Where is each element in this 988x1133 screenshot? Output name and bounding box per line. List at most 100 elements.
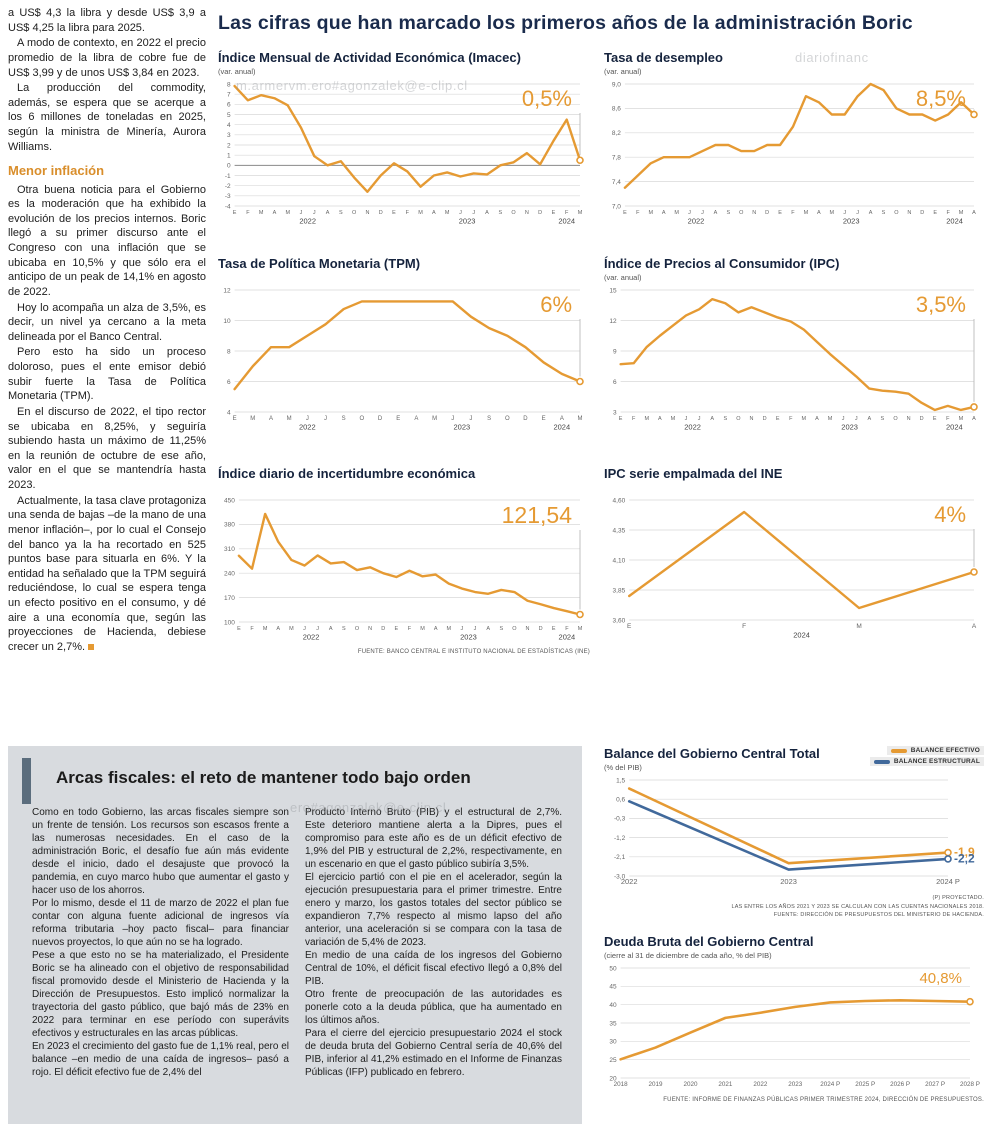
- svg-text:4: 4: [227, 410, 231, 417]
- svg-text:J: J: [701, 210, 704, 216]
- svg-text:F: F: [246, 210, 250, 216]
- svg-text:25: 25: [609, 1057, 617, 1064]
- svg-text:J: J: [316, 626, 319, 632]
- svg-text:A: A: [710, 416, 714, 422]
- svg-text:2028 P: 2028 P: [960, 1081, 980, 1088]
- balance-footnotes: (P) PROYECTADO. LAS ENTRE LOS AÑOS 2021 …: [604, 894, 984, 920]
- svg-text:M: M: [644, 416, 649, 422]
- svg-text:O: O: [736, 416, 741, 422]
- svg-text:2023: 2023: [780, 877, 797, 886]
- svg-text:A: A: [972, 416, 976, 422]
- chart-block-ipc: Índice de Precios al Consumidor (IPC) (v…: [604, 256, 984, 436]
- svg-text:E: E: [542, 416, 546, 422]
- chart-block-ipc-empalmada: IPC serie empalmada del INE 4,60 4,35 4,10…: [604, 466, 984, 644]
- svg-text:9,0: 9,0: [612, 82, 621, 89]
- svg-text:S: S: [499, 626, 503, 632]
- article-subheading: Menor inflación: [8, 163, 105, 179]
- svg-text:2: 2: [227, 143, 231, 150]
- svg-text:M: M: [959, 210, 964, 216]
- svg-text:-4: -4: [225, 204, 231, 211]
- article-paragraph: Pero esto ha sido un proceso doloroso, p…: [8, 346, 206, 403]
- chart-title: IPC serie empalmada del INE: [604, 466, 783, 481]
- svg-text:9: 9: [613, 349, 617, 356]
- tpm-line-chart: 12 10 8 6 4 E M A M J J S O D E A M J J S O D E A M 2022 2023 2024 6…: [218, 286, 590, 436]
- svg-text:A: A: [658, 416, 662, 422]
- svg-text:D: D: [920, 416, 924, 422]
- svg-text:2018: 2018: [614, 1081, 629, 1088]
- svg-text:6%: 6%: [540, 292, 572, 317]
- svg-text:J: J: [855, 416, 858, 422]
- fiscal-paragraph: El ejercicio partió con el pie en el ace…: [305, 872, 562, 948]
- deuda-source: FUENTE: INFORME DE FINANZAS PÚBLICAS PRI…: [663, 1097, 984, 1104]
- svg-text:6: 6: [227, 379, 231, 386]
- svg-text:2023: 2023: [460, 633, 477, 642]
- svg-text:O: O: [505, 416, 510, 422]
- svg-text:M: M: [648, 210, 653, 216]
- fiscal-paragraph: Por lo mismo, desde el 11 de marzo de 20…: [32, 898, 289, 948]
- svg-text:E: E: [394, 626, 398, 632]
- svg-text:40: 40: [609, 1002, 617, 1009]
- svg-text:N: N: [749, 416, 753, 422]
- svg-text:J: J: [842, 416, 845, 422]
- svg-text:J: J: [698, 416, 701, 422]
- svg-text:M: M: [250, 416, 255, 422]
- svg-text:F: F: [946, 210, 950, 216]
- svg-text:J: J: [843, 210, 846, 216]
- svg-text:J: J: [459, 210, 462, 216]
- svg-text:F: F: [565, 210, 569, 216]
- svg-text:M: M: [671, 416, 676, 422]
- svg-text:J: J: [306, 416, 309, 422]
- svg-text:A: A: [273, 210, 277, 216]
- svg-text:D: D: [539, 626, 543, 632]
- chart-block-incertidumbre: Índice diario de incertidumbre económica…: [218, 466, 590, 655]
- legend-item-estructural: BALANCE ESTRUCTURAL: [869, 757, 984, 766]
- svg-text:M: M: [578, 416, 583, 422]
- svg-text:S: S: [339, 210, 343, 216]
- svg-text:12: 12: [223, 288, 231, 295]
- svg-text:M: M: [285, 210, 290, 216]
- svg-text:D: D: [381, 626, 385, 632]
- svg-text:2022: 2022: [299, 423, 316, 432]
- heading-accent-bar: [22, 758, 31, 804]
- svg-text:100: 100: [224, 620, 235, 627]
- svg-text:380: 380: [224, 522, 235, 529]
- svg-text:50: 50: [609, 966, 617, 973]
- svg-text:2027 P: 2027 P: [925, 1081, 945, 1088]
- svg-text:F: F: [742, 623, 746, 630]
- article-paragraph: Actualmente, la tasa clave protagoniza u…: [8, 494, 206, 655]
- svg-text:M: M: [959, 416, 964, 422]
- svg-text:D: D: [765, 210, 769, 216]
- svg-text:3,60: 3,60: [613, 618, 626, 625]
- svg-text:-2: -2: [225, 183, 231, 190]
- svg-text:0,6: 0,6: [616, 797, 625, 804]
- svg-text:2022: 2022: [684, 423, 701, 432]
- chart-title: Índice diario de incertidumbre económica: [218, 466, 476, 481]
- svg-text:J: J: [474, 626, 477, 632]
- svg-text:E: E: [778, 210, 782, 216]
- legend-label: BALANCE EFECTIVO: [910, 747, 980, 754]
- svg-text:0,5%: 0,5%: [522, 86, 572, 111]
- svg-text:S: S: [727, 210, 731, 216]
- svg-text:7,0: 7,0: [612, 204, 621, 211]
- svg-text:3,5%: 3,5%: [916, 292, 966, 317]
- svg-text:M: M: [674, 210, 679, 216]
- fiscal-section: Arcas fiscales: el reto de mantener todo…: [8, 746, 582, 1124]
- svg-text:F: F: [565, 626, 569, 632]
- chart-block-balance: Balance del Gobierno Central Total (% de…: [604, 746, 984, 920]
- footnote: LAS ENTRE LOS AÑOS 2021 Y 2023 SE CALCUL…: [731, 903, 984, 910]
- svg-text:1,5: 1,5: [616, 778, 625, 785]
- svg-text:4: 4: [227, 122, 231, 129]
- fiscal-paragraph: Como en todo Gobierno, las arcas fiscale…: [32, 807, 289, 896]
- svg-text:45: 45: [609, 984, 617, 991]
- chart-subtitle: (var. anual): [604, 273, 642, 283]
- svg-text:8: 8: [227, 82, 231, 89]
- ipc-empalmada-line-chart: 4,60 4,35 4,10 3,85 3,60 E F M A 2024 4%: [604, 496, 984, 644]
- page-title: Las cifras que han marcado los primeros …: [218, 12, 913, 34]
- svg-text:2022: 2022: [299, 217, 316, 226]
- svg-text:A: A: [432, 210, 436, 216]
- fiscal-paragraph: En medio de una caída de los ingresos de…: [305, 950, 562, 987]
- svg-text:2019: 2019: [649, 1081, 664, 1088]
- svg-text:O: O: [511, 210, 516, 216]
- svg-text:O: O: [360, 416, 365, 422]
- svg-text:8,5%: 8,5%: [916, 86, 966, 111]
